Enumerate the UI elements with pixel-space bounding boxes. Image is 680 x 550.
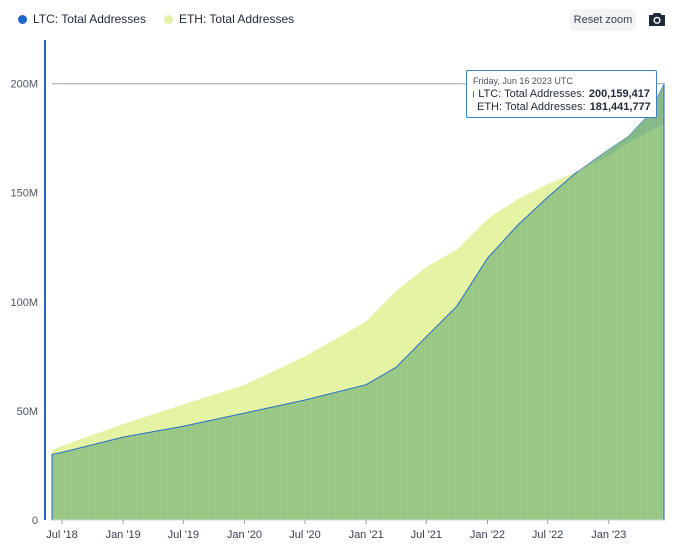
tooltip-value-eth: 181,441,777 bbox=[590, 101, 651, 114]
y-tick-label: 50M bbox=[17, 406, 38, 418]
y-tick-label: 150M bbox=[10, 188, 38, 200]
y-tick-label: 100M bbox=[10, 297, 38, 309]
legend-label-ltc: LTC: Total Addresses bbox=[33, 12, 146, 26]
x-tick-label: Jan '21 bbox=[349, 529, 384, 541]
reset-zoom-button[interactable]: Reset zoom bbox=[570, 9, 636, 31]
x-tick-label: Jan '19 bbox=[106, 529, 141, 541]
tooltip-value-ltc: 200,159,417 bbox=[589, 88, 650, 101]
tooltip-date: Friday, Jun 16 2023 UTC bbox=[473, 76, 650, 86]
tooltip-label-eth: ETH: Total Addresses: bbox=[477, 101, 586, 114]
chart-legend: LTC: Total Addresses ETH: Total Addresse… bbox=[18, 12, 294, 26]
tooltip-swatch-ltc bbox=[473, 91, 474, 98]
reset-zoom-label: Reset zoom bbox=[574, 14, 633, 26]
hover-tooltip: Friday, Jun 16 2023 UTC LTC: Total Addre… bbox=[466, 70, 657, 118]
legend-item-eth[interactable]: ETH: Total Addresses bbox=[164, 12, 294, 26]
x-tick-label: Jul '19 bbox=[168, 529, 199, 541]
x-tick-label: Jul '20 bbox=[289, 529, 320, 541]
x-tick-label: Jul '18 bbox=[46, 529, 77, 541]
y-tick-label: 200M bbox=[10, 79, 38, 91]
legend-swatch-ltc bbox=[18, 15, 27, 24]
x-tick-label: Jan '23 bbox=[591, 529, 626, 541]
x-axis-tick-labels: Jul '18 Jan '19 Jul '19 Jan '20 Jul '20 Jan '… bbox=[46, 520, 626, 541]
x-tick-label: Jul '22 bbox=[532, 529, 563, 541]
legend-item-ltc[interactable]: LTC: Total Addresses bbox=[18, 12, 146, 26]
tooltip-row-ltc: LTC: Total Addresses: 200,159,417 bbox=[473, 88, 650, 101]
camera-icon[interactable] bbox=[648, 11, 666, 27]
legend-label-eth: ETH: Total Addresses bbox=[179, 12, 294, 26]
y-axis-tick-labels: 0 50M 100M 150M 200M bbox=[10, 79, 38, 527]
x-tick-label: Jan '22 bbox=[470, 529, 505, 541]
x-tick-label: Jan '20 bbox=[227, 529, 262, 541]
y-tick-label: 0 bbox=[32, 515, 38, 527]
tooltip-label-ltc: LTC: Total Addresses: bbox=[478, 88, 585, 101]
tooltip-row-eth: ETH: Total Addresses: 181,441,777 bbox=[473, 101, 650, 114]
x-tick-label: Jul '21 bbox=[411, 529, 442, 541]
legend-swatch-eth bbox=[164, 15, 173, 24]
